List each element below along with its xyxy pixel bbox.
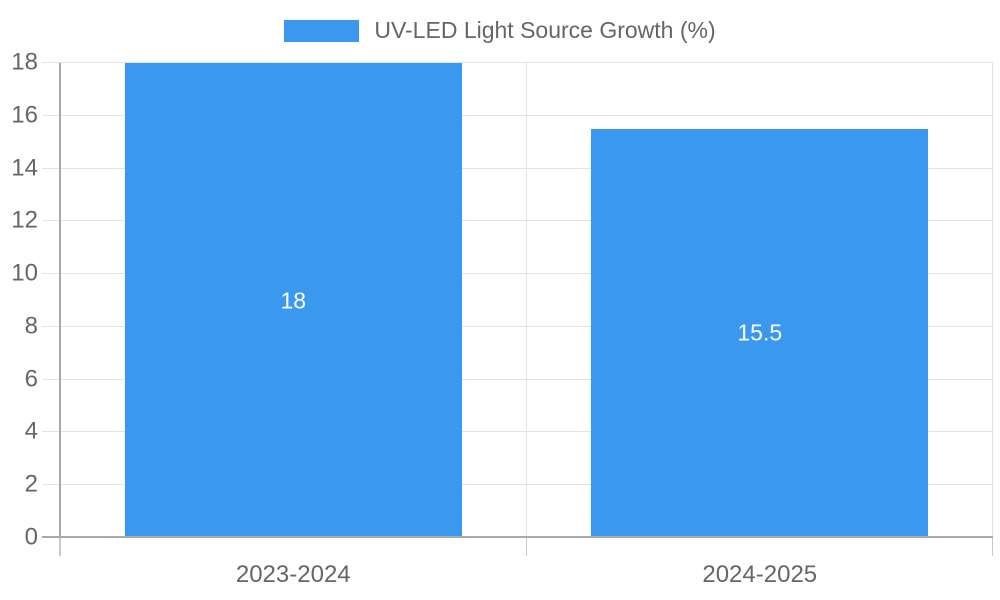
y-axis-tick-label: 12	[11, 206, 38, 234]
y-axis-tick-label: 16	[11, 101, 38, 129]
x-axis-tick	[59, 538, 61, 556]
gridline-y	[42, 325, 993, 327]
legend[interactable]: UV-LED Light Source Growth (%)	[0, 19, 1000, 42]
gridline-y	[42, 431, 993, 433]
bar-2023-2024[interactable]	[124, 63, 462, 537]
gridline-x	[992, 63, 993, 538]
x-axis-tick	[992, 538, 993, 556]
gridline-y	[42, 167, 993, 169]
gridline-y	[42, 220, 993, 222]
y-axis-tick-label: 14	[11, 153, 38, 181]
y-axis-tick-label: 10	[11, 259, 38, 287]
x-axis-line	[42, 536, 993, 538]
bar-2024-2025[interactable]	[591, 128, 929, 537]
gridline-y	[42, 62, 993, 63]
y-axis-tick-label: 8	[24, 312, 38, 340]
gridline-y	[42, 484, 993, 486]
y-axis-tick-label: 18	[11, 48, 38, 76]
y-axis-tick-label: 6	[24, 365, 38, 393]
bar-value-label: 15.5	[737, 319, 783, 346]
y-axis-tick-label: 2	[24, 470, 38, 498]
gridline-y	[42, 378, 993, 380]
x-axis-category-label: 2023-2024	[235, 561, 351, 588]
gridline-y	[42, 114, 993, 116]
y-axis-line	[59, 63, 61, 538]
bar-value-label: 18	[280, 287, 307, 313]
gridline-y	[42, 273, 993, 275]
gridline-x	[525, 63, 527, 538]
y-axis-tick-label: 0	[24, 523, 38, 551]
legend-label: UV-LED Light Source Growth (%)	[374, 17, 716, 43]
x-axis-category-label: 2024-2025	[702, 561, 818, 588]
y-axis-tick-label: 4	[24, 417, 38, 445]
x-axis-tick	[525, 538, 527, 556]
legend-swatch	[284, 19, 360, 42]
